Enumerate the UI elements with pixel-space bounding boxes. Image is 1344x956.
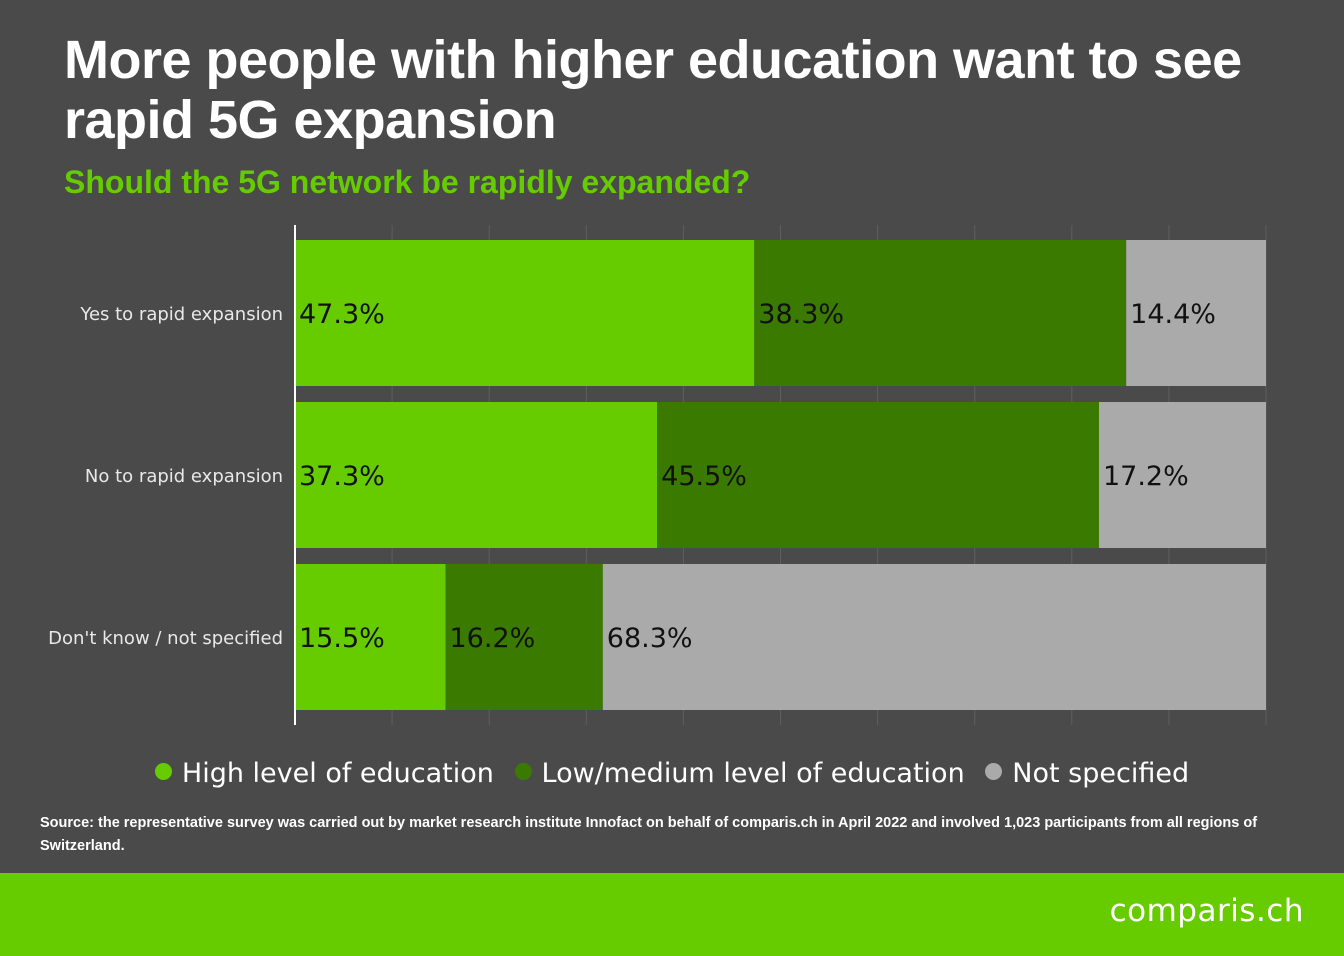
legend-label-not-specified: Not specified	[1012, 758, 1190, 789]
data-label: 14.4%	[1130, 299, 1216, 330]
legend-dot-high	[154, 763, 172, 780]
legend-label-high: High level of education	[181, 758, 494, 789]
bar-segment	[295, 240, 755, 386]
bar-segment	[445, 564, 603, 710]
legend-dot-low-medium	[514, 763, 532, 780]
data-labels: 47.3% 38.3% 14.4% 37.3% 45.5% 17.2% 15.5% 16.2%…	[299, 299, 1216, 654]
data-label: 68.3%	[607, 623, 693, 654]
chart-title: More people with higher education want t…	[64, 30, 1242, 150]
legend: High level of education Low/medium level…	[0, 752, 1344, 796]
data-label: 15.5%	[299, 623, 385, 654]
data-label: 47.3%	[299, 299, 385, 330]
chart-subtitle: Should the 5G network be rapidly expande…	[64, 164, 751, 200]
bar-segment	[1098, 402, 1266, 548]
bar-segment	[657, 402, 1099, 548]
legend-item-high: High level of education	[154, 752, 494, 796]
brand-logo[interactable]: comparis.ch	[1109, 893, 1304, 929]
bar-segment	[295, 564, 446, 710]
source-note: Source: the representative survey was ca…	[40, 815, 1258, 854]
legend-item-not-specified: Not specified	[985, 752, 1189, 796]
stacked-bar-chart: 47.3% 38.3% 14.4% 37.3% 45.5% 17.2% 15.5% 16.2%…	[48, 225, 1267, 725]
category-labels: Yes to rapid expansion No to rapid expans…	[48, 304, 283, 649]
legend-dot-not-specified	[985, 763, 1003, 780]
legend-item-low-medium: Low/medium level of education	[514, 752, 965, 796]
category-label: Yes to rapid expansion	[79, 304, 283, 325]
footer-bar: comparis.ch	[0, 873, 1344, 956]
bar-segment	[754, 240, 1127, 386]
bar-segment	[1126, 240, 1266, 386]
category-label: No to rapid expansion	[85, 466, 283, 487]
legend-label-low-medium: Low/medium level of education	[541, 758, 965, 789]
data-label: 37.3%	[299, 461, 385, 492]
data-label: 16.2%	[450, 623, 536, 654]
data-label: 17.2%	[1103, 461, 1189, 492]
data-label: 38.3%	[758, 299, 844, 330]
bar-segment	[295, 402, 658, 548]
category-label: Don't know / not specified	[48, 628, 283, 649]
data-label: 45.5%	[661, 461, 747, 492]
bar-segment	[602, 564, 1266, 710]
bars	[295, 240, 1266, 710]
